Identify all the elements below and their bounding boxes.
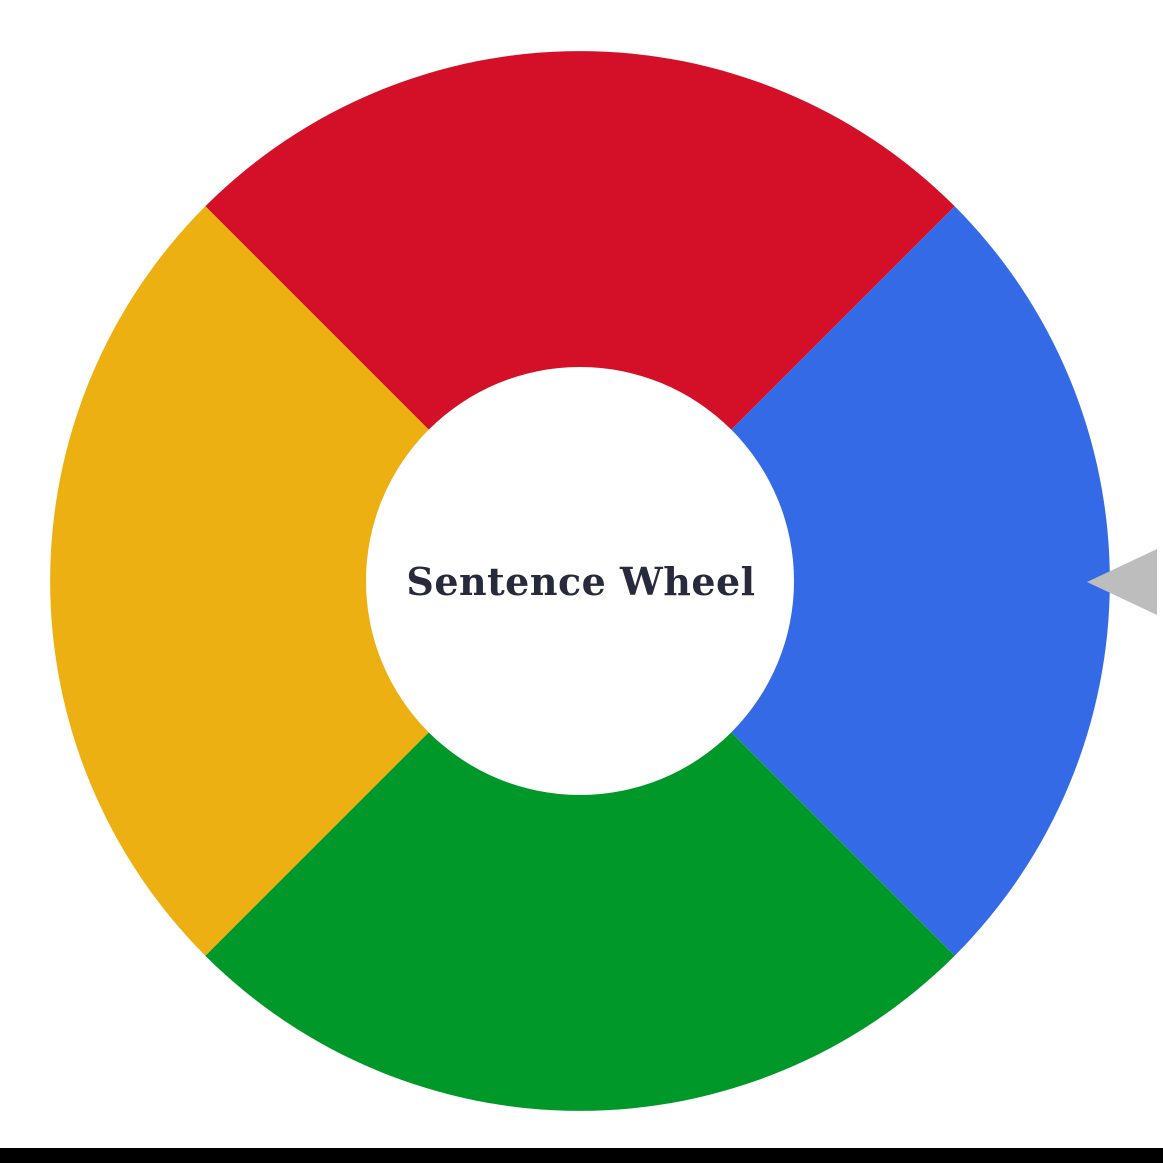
wheel-segment-top xyxy=(205,51,955,581)
wheel-title: Sentence Wheel xyxy=(406,559,756,604)
wheel-segment-bottom xyxy=(205,581,955,1111)
pointer-arrow-icon xyxy=(1087,549,1157,615)
wheel-segment-right xyxy=(580,206,1110,956)
wheel-hub[interactable] xyxy=(366,367,794,795)
wheel-segment-left xyxy=(50,206,580,956)
bottom-bar xyxy=(0,1148,1163,1163)
